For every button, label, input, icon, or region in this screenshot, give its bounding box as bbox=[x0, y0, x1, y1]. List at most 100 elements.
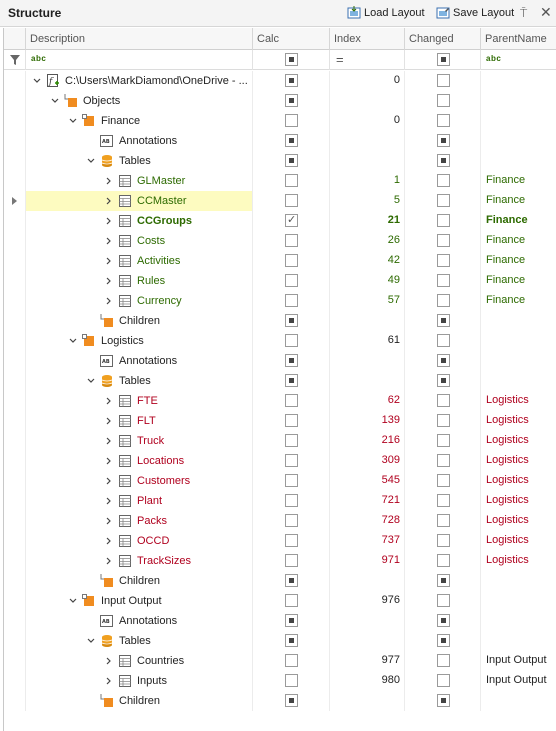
changed-checkbox[interactable] bbox=[437, 574, 450, 587]
expand-chevron-icon[interactable] bbox=[104, 176, 114, 186]
description-cell[interactable]: Input Output bbox=[26, 591, 253, 611]
description-cell[interactable]: Finance bbox=[26, 111, 253, 131]
tree-row[interactable]: Children bbox=[4, 691, 556, 711]
calc-checkbox[interactable] bbox=[285, 654, 298, 667]
description-cell[interactable]: FTE bbox=[26, 391, 253, 411]
changed-checkbox[interactable] bbox=[437, 674, 450, 687]
description-cell[interactable]: Customers bbox=[26, 471, 253, 491]
collapse-chevron-icon[interactable] bbox=[86, 156, 96, 166]
description-cell[interactable]: Children bbox=[26, 311, 253, 331]
tree-row[interactable]: Packs 728 Logistics bbox=[4, 511, 556, 531]
expand-chevron-icon[interactable] bbox=[104, 416, 114, 426]
tree-row[interactable]: AB Annotations bbox=[4, 351, 556, 371]
column-header-calc[interactable]: Calc bbox=[253, 28, 330, 50]
changed-checkbox[interactable] bbox=[437, 614, 450, 627]
expand-chevron-icon[interactable] bbox=[104, 456, 114, 466]
calc-checkbox[interactable] bbox=[285, 274, 298, 287]
calc-checkbox[interactable] bbox=[285, 474, 298, 487]
tree-row[interactable]: Truck 216 Logistics bbox=[4, 431, 556, 451]
description-cell[interactable]: Children bbox=[26, 691, 253, 711]
description-cell[interactable]: Tables bbox=[26, 371, 253, 391]
calc-checkbox[interactable] bbox=[285, 374, 298, 387]
row-indicator[interactable] bbox=[4, 211, 26, 231]
calc-checkbox[interactable] bbox=[285, 334, 298, 347]
row-indicator[interactable] bbox=[4, 371, 26, 391]
changed-checkbox[interactable] bbox=[437, 634, 450, 647]
changed-checkbox[interactable] bbox=[437, 654, 450, 667]
expand-chevron-icon[interactable] bbox=[104, 676, 114, 686]
tree-row[interactable]: Tables bbox=[4, 371, 556, 391]
calc-checkbox[interactable] bbox=[285, 494, 298, 507]
changed-checkbox[interactable] bbox=[437, 434, 450, 447]
row-indicator[interactable] bbox=[4, 551, 26, 571]
changed-checkbox[interactable] bbox=[437, 174, 450, 187]
calc-checkbox[interactable] bbox=[285, 74, 298, 87]
row-indicator[interactable] bbox=[4, 91, 26, 111]
tree-row[interactable]: Finance 0 bbox=[4, 111, 556, 131]
row-indicator[interactable] bbox=[4, 471, 26, 491]
calc-checkbox[interactable] bbox=[285, 254, 298, 267]
filter-calc[interactable] bbox=[253, 50, 330, 70]
calc-checkbox[interactable] bbox=[285, 354, 298, 367]
tree-row[interactable]: Activities 42 Finance bbox=[4, 251, 556, 271]
expand-chevron-icon[interactable] bbox=[104, 556, 114, 566]
calc-checkbox[interactable] bbox=[285, 634, 298, 647]
changed-checkbox[interactable] bbox=[437, 314, 450, 327]
calc-checkbox[interactable] bbox=[285, 314, 298, 327]
changed-checkbox[interactable] bbox=[437, 334, 450, 347]
calc-checkbox[interactable] bbox=[285, 594, 298, 607]
collapse-chevron-icon[interactable] bbox=[86, 376, 96, 386]
changed-checkbox[interactable] bbox=[437, 134, 450, 147]
description-cell[interactable]: AB Annotations bbox=[26, 611, 253, 631]
collapse-chevron-icon[interactable] bbox=[68, 596, 78, 606]
expand-chevron-icon[interactable] bbox=[104, 196, 114, 206]
changed-checkbox[interactable] bbox=[437, 234, 450, 247]
row-indicator[interactable] bbox=[4, 311, 26, 331]
expand-chevron-icon[interactable] bbox=[104, 256, 114, 266]
tree-row[interactable]: Customers 545 Logistics bbox=[4, 471, 556, 491]
calc-checkbox[interactable] bbox=[285, 294, 298, 307]
column-header-index[interactable]: Index bbox=[330, 28, 405, 50]
row-indicator[interactable] bbox=[4, 171, 26, 191]
tree-row[interactable]: Inputs 980 Input Output bbox=[4, 671, 556, 691]
row-indicator[interactable] bbox=[4, 571, 26, 591]
row-indicator[interactable] bbox=[4, 291, 26, 311]
description-cell[interactable]: Locations bbox=[26, 451, 253, 471]
description-cell[interactable]: f C:\Users\MarkDiamond\OneDrive - ... bbox=[26, 71, 253, 91]
changed-checkbox[interactable] bbox=[437, 414, 450, 427]
row-indicator[interactable] bbox=[4, 591, 26, 611]
row-indicator[interactable] bbox=[4, 331, 26, 351]
tree-row[interactable]: Costs 26 Finance bbox=[4, 231, 556, 251]
calc-checkbox[interactable] bbox=[285, 414, 298, 427]
description-cell[interactable]: Activities bbox=[26, 251, 253, 271]
tree-row[interactable]: TrackSizes 971 Logistics bbox=[4, 551, 556, 571]
changed-checkbox[interactable] bbox=[437, 594, 450, 607]
changed-checkbox[interactable] bbox=[437, 94, 450, 107]
changed-checkbox[interactable] bbox=[437, 474, 450, 487]
description-cell[interactable]: AB Annotations bbox=[26, 131, 253, 151]
tree-row[interactable]: FTE 62 Logistics bbox=[4, 391, 556, 411]
column-header-changed[interactable]: Changed bbox=[405, 28, 481, 50]
row-indicator[interactable] bbox=[4, 251, 26, 271]
expand-chevron-icon[interactable] bbox=[104, 296, 114, 306]
filter-description[interactable]: abc bbox=[26, 50, 253, 70]
changed-checkbox[interactable] bbox=[437, 494, 450, 507]
calc-checkbox[interactable] bbox=[285, 694, 298, 707]
calc-checkbox[interactable] bbox=[285, 514, 298, 527]
changed-checkbox[interactable] bbox=[437, 194, 450, 207]
tree-row[interactable]: Logistics 61 bbox=[4, 331, 556, 351]
calc-checkbox[interactable] bbox=[285, 574, 298, 587]
changed-checkbox[interactable] bbox=[437, 514, 450, 527]
row-indicator[interactable] bbox=[4, 671, 26, 691]
calc-checkbox[interactable] bbox=[285, 394, 298, 407]
expand-chevron-icon[interactable] bbox=[104, 396, 114, 406]
tree-row[interactable]: f C:\Users\MarkDiamond\OneDrive - ... 0 bbox=[4, 71, 556, 91]
description-cell[interactable]: CCMaster bbox=[26, 191, 253, 211]
expand-chevron-icon[interactable] bbox=[104, 276, 114, 286]
tree-row[interactable]: Children bbox=[4, 571, 556, 591]
row-indicator[interactable] bbox=[4, 131, 26, 151]
changed-checkbox[interactable] bbox=[437, 534, 450, 547]
description-cell[interactable]: Truck bbox=[26, 431, 253, 451]
close-icon[interactable]: ✕ bbox=[540, 4, 552, 20]
expand-chevron-icon[interactable] bbox=[104, 236, 114, 246]
